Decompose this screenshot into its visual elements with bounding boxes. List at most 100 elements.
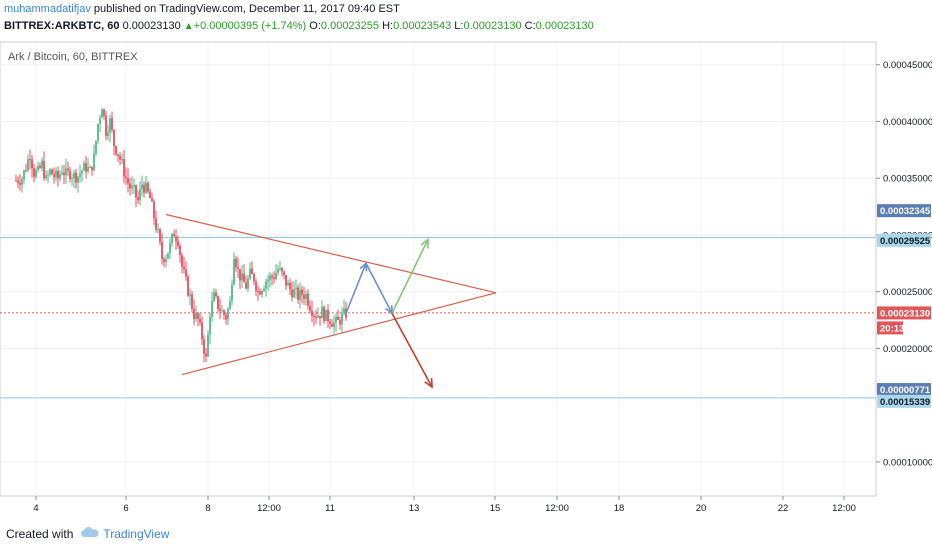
candle-body-164 [343, 308, 345, 314]
candle-body-117 [249, 268, 251, 279]
x-tick-label-6: 15 [490, 503, 501, 514]
price-tag-label-4: 0.00000771 [880, 385, 931, 396]
symbol-label: BITTREX:ARKBTC, 60 [4, 20, 120, 32]
candle-body-109 [233, 258, 235, 285]
candle-body-9 [33, 168, 35, 177]
candle-body-158 [331, 324, 333, 327]
candle-body-111 [237, 267, 239, 269]
candle-body-14 [43, 160, 45, 179]
candle-body-131 [277, 269, 279, 273]
candle-body-72 [159, 229, 161, 242]
candle-body-154 [323, 307, 325, 321]
tradingview-brand[interactable]: TradingView [103, 526, 170, 541]
candle-body-50 [115, 146, 117, 155]
candle-body-133 [281, 268, 283, 272]
arrow-line-4 [391, 312, 433, 388]
price-tag-label-1: 0.00029525 [880, 236, 931, 247]
candlestick-series [15, 107, 347, 363]
candle-body-134 [283, 271, 285, 276]
candle-body-10 [35, 170, 37, 177]
candle-body-114 [243, 273, 245, 283]
y-tick-label-2: 0.00035000 [883, 174, 932, 185]
candle-body-53 [121, 159, 123, 161]
candle-body-6 [27, 159, 29, 171]
candle-body-100 [215, 292, 217, 297]
x-tick-label-10: 22 [778, 503, 789, 514]
arrow-line-3 [391, 239, 429, 314]
trendline-0 [165, 213, 497, 294]
candle-body-112 [239, 268, 241, 281]
candle-body-86 [187, 276, 189, 296]
price-tag-label-3: 20:13 [880, 323, 904, 334]
candle-body-70 [155, 218, 157, 230]
candle-body-119 [253, 273, 255, 282]
candle-body-54 [123, 159, 125, 177]
candle-body-11 [37, 165, 39, 171]
horizontal-lines [0, 237, 876, 399]
candle-body-110 [235, 258, 237, 268]
x-tick-label-7: 12:00 [545, 503, 569, 514]
candle-body-69 [153, 201, 155, 219]
candle-body-60 [135, 185, 137, 198]
candle-body-83 [181, 255, 183, 267]
candle-body-91 [197, 313, 199, 319]
open-value: 0.00023255 [320, 20, 380, 32]
x-tick-label-3: 12:00 [257, 503, 281, 514]
candle-body-2 [19, 183, 21, 185]
candle-body-3 [21, 179, 23, 185]
candle-body-78 [171, 234, 173, 244]
candle-body-105 [225, 314, 227, 320]
x-tick-label-11: 12:00 [832, 503, 856, 514]
candle-body-146 [307, 293, 309, 306]
close-label: C: [524, 20, 536, 32]
price-tag-label-5: 0.00015339 [880, 397, 930, 408]
candle-body-85 [185, 269, 187, 277]
low-label: L: [454, 20, 464, 32]
candle-body-141 [297, 287, 299, 300]
candle-body-39 [93, 153, 95, 171]
candle-body-13 [41, 160, 43, 168]
author-link[interactable]: muhammadatifjav [4, 3, 91, 15]
high-label: H: [382, 20, 394, 32]
plot-area[interactable] [0, 41, 877, 497]
candle-body-104 [223, 310, 225, 315]
high-value: 0.00023543 [393, 20, 452, 32]
candle-body-156 [327, 309, 329, 322]
time-axis[interactable]: 4 6 8 12:00 11 13 15 12:00 18 20 22 12:00 [33, 496, 856, 514]
candle-body-4 [23, 170, 25, 180]
candle-body-27 [69, 170, 71, 180]
candle-body-152 [319, 315, 321, 319]
candle-body-87 [189, 294, 191, 296]
candle-body-107 [229, 300, 231, 309]
candle-body-33 [81, 170, 83, 174]
drawing-layer [165, 213, 497, 389]
y-tick-label-5: 0.00020000 [883, 344, 932, 355]
candle-body-157 [329, 321, 331, 325]
low-value: 0.00023130 [463, 20, 522, 32]
x-tick-label-9: 20 [696, 503, 707, 514]
candle-body-99 [213, 292, 215, 302]
y-tick-label-0: 0.00045000 [883, 60, 932, 71]
candle-body-135 [285, 275, 287, 286]
candle-body-82 [179, 245, 181, 256]
x-tick-label-4: 11 [325, 503, 335, 514]
price-axis[interactable]: 0.000450000.000400000.000350000.00030000… [876, 60, 932, 468]
candle-body-41 [97, 123, 99, 141]
candle-body-0 [15, 180, 17, 182]
candle-body-144 [303, 295, 305, 300]
candle-body-116 [247, 278, 249, 289]
candle-body-29 [73, 172, 75, 179]
candle-body-81 [177, 241, 179, 246]
candle-body-88 [191, 294, 193, 309]
candle-body-92 [199, 318, 201, 323]
candle-body-113 [241, 273, 243, 281]
candle-body-48 [111, 118, 113, 130]
candle-body-163 [341, 313, 343, 325]
candle-body-140 [295, 287, 297, 289]
change-value: +0.00000395 (+1.74%) [193, 20, 307, 32]
price-tag-bg-5 [877, 394, 931, 408]
candle-body-65 [145, 182, 147, 193]
candle-body-125 [265, 281, 267, 289]
candle-body-5 [25, 170, 27, 172]
